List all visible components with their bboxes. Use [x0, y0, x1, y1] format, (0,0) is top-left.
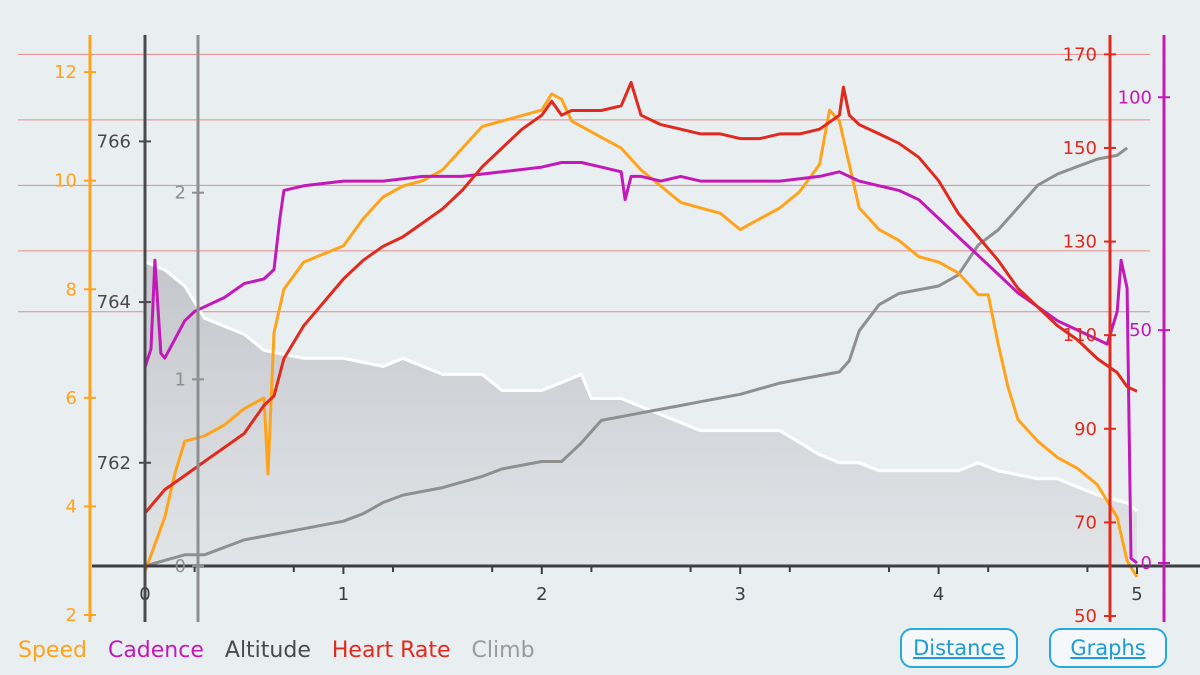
climb-tick-label-2: 2: [175, 183, 186, 204]
climb-tick-label-1: 1: [175, 369, 186, 390]
heart-rate-tick-label-130: 130: [1063, 232, 1097, 253]
speed-tick-label-8: 8: [66, 279, 77, 300]
x-tick-label-3: 3: [734, 584, 745, 605]
x-tick-label-5: 5: [1131, 584, 1142, 605]
heart-rate-tick-label-110: 110: [1063, 325, 1097, 346]
speed-series-line: [143, 92, 1139, 578]
heart-rate-zone-lines: [18, 53, 1150, 313]
legend-climb: Climb: [471, 638, 535, 663]
climb-series-line: [144, 146, 1128, 568]
x-tick-label-2: 2: [536, 584, 547, 605]
axes: 0123452468101276276476601250709011013015…: [54, 35, 1200, 627]
speed-tick-label-4: 4: [66, 496, 77, 517]
legend-cadence: Cadence: [107, 638, 204, 663]
cadence-tick-label-0: 0: [1141, 553, 1152, 574]
graphs-button[interactable]: Graphs: [1049, 628, 1167, 668]
legend-altitude: Altitude: [224, 638, 311, 663]
altitude-tick-label-766: 766: [97, 131, 131, 152]
speed-tick-label-6: 6: [66, 388, 77, 409]
altitude-tick-label-762: 762: [97, 453, 131, 474]
heart-rate-tick-label-90: 90: [1074, 419, 1097, 440]
speed-tick-label-12: 12: [54, 62, 77, 83]
distance-button[interactable]: Distance: [900, 628, 1018, 668]
heart-rate-tick-label-70: 70: [1074, 512, 1097, 533]
cadence-tick-label-100: 100: [1118, 87, 1152, 108]
series-lines: [143, 80, 1139, 578]
cadence-tick-label-50: 50: [1129, 320, 1152, 341]
heart-rate-series-line: [143, 80, 1138, 514]
x-tick-label-4: 4: [933, 584, 944, 605]
heart-rate-tick-label-170: 170: [1063, 44, 1097, 65]
legend-heart-rate: Heart Rate: [331, 638, 451, 663]
legend-speed: Speed: [18, 638, 87, 663]
altitude-series-line: [144, 260, 1138, 513]
speed-tick-label-10: 10: [54, 171, 77, 192]
heart-rate-tick-label-50: 50: [1074, 606, 1097, 627]
altitude-tick-label-764: 764: [97, 292, 131, 313]
heart-rate-tick-label-150: 150: [1063, 138, 1097, 159]
speed-tick-label-2: 2: [66, 605, 77, 626]
legend: Speed Cadence Altitude Heart Rate Climb: [18, 638, 549, 663]
climb-tick-label-0: 0: [175, 556, 186, 577]
x-tick-label-1: 1: [338, 584, 349, 605]
